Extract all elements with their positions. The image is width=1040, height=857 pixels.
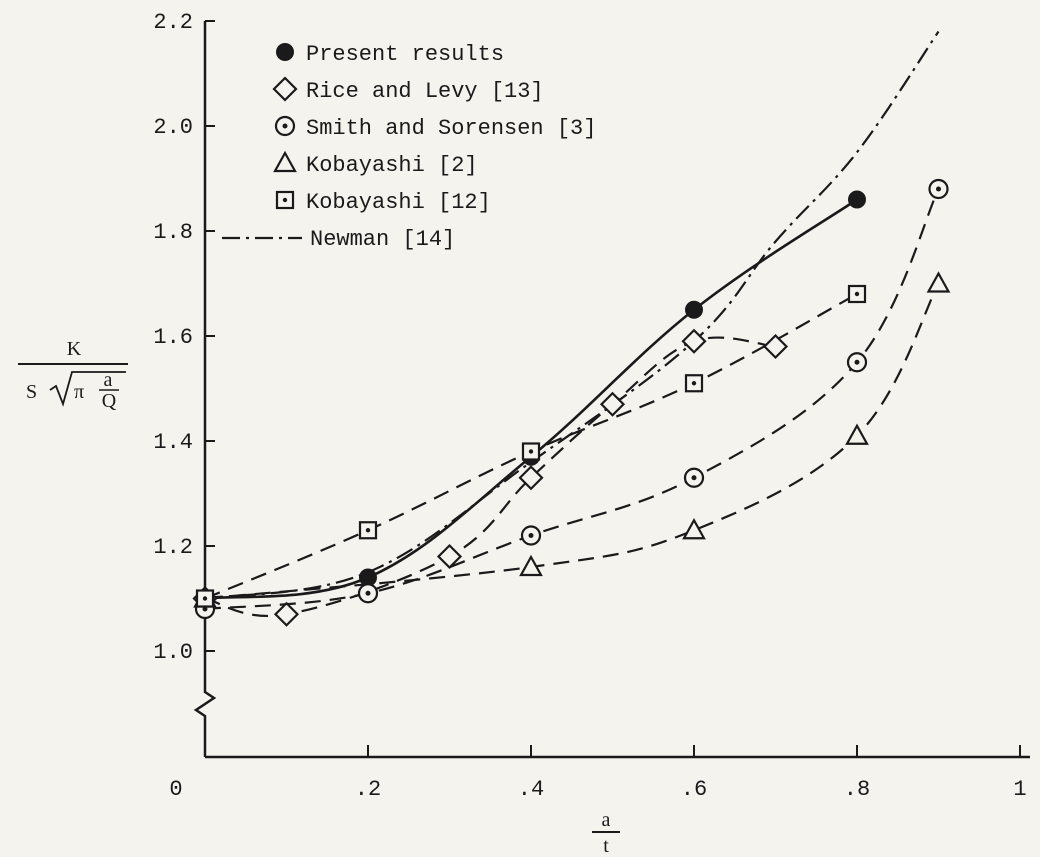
marker-dot	[691, 475, 697, 481]
axes: 1.0 1.2 1.4 1.6 1.8 2.0 2.2 0 .2 .4 .6 .8 1	[153, 10, 1030, 802]
legend-label: Smith and Sorensen [3]	[306, 116, 596, 141]
x-tick-label: .6	[681, 777, 707, 802]
data-point	[845, 423, 869, 445]
marker-dot	[365, 528, 371, 533]
data-point	[359, 568, 377, 587]
x-axis-label-denominator: t	[603, 835, 609, 857]
legend-label: Newman [14]	[310, 227, 455, 252]
legend: Present results Rice and Levy [13] Smith a…	[222, 42, 596, 252]
x-tick-label: 0	[169, 777, 182, 802]
y-tick-label: 1.0	[153, 640, 193, 665]
legend-marker	[272, 76, 298, 102]
series-line	[204, 282, 940, 600]
data-point	[518, 465, 544, 491]
y-axis	[193, 21, 217, 757]
legend-label: Kobayashi [12]	[306, 190, 491, 215]
y-tick-label: 1.8	[153, 220, 193, 245]
data-point	[685, 300, 703, 319]
markers	[192, 178, 951, 627]
legend-marker	[276, 43, 294, 61]
y-axis-label-pi: π	[74, 381, 84, 403]
data-point	[926, 271, 951, 293]
x-tick-label: .8	[844, 777, 870, 802]
marker-dot	[528, 533, 534, 538]
data-point	[847, 284, 867, 304]
data-point	[358, 521, 378, 540]
x-tick-label: .4	[518, 777, 544, 802]
marker-dot	[282, 123, 288, 129]
x-tick-label: 1	[1013, 777, 1026, 802]
data-point	[519, 554, 543, 577]
y-axis-label-radical	[49, 371, 126, 407]
marker-dot	[691, 381, 697, 386]
data-point	[273, 601, 300, 627]
data-point	[357, 583, 379, 604]
data-point	[683, 467, 705, 488]
y-axis-label-a: a	[104, 369, 113, 391]
marker-dot	[528, 449, 534, 454]
data-point	[682, 517, 706, 540]
marker-dot	[936, 186, 941, 192]
y-axis-label-q: Q	[102, 390, 117, 412]
data-point	[928, 178, 949, 200]
y-tick-label: 2.2	[153, 10, 193, 35]
data-point	[848, 190, 866, 209]
data-point	[684, 374, 704, 393]
y-axis-label-s: S	[26, 381, 37, 403]
legend-label: Kobayashi [2]	[306, 153, 478, 178]
x-tick-label: .2	[355, 777, 381, 802]
y-tick-label: 1.4	[153, 430, 193, 455]
legend-marker	[273, 150, 297, 173]
series-line	[204, 188, 940, 611]
data-point	[195, 589, 215, 608]
x-axis-label-numerator: a	[602, 809, 611, 831]
legend-label: Rice and Levy [13]	[306, 79, 544, 104]
data-point	[520, 525, 542, 546]
y-tick-label: 1.2	[153, 535, 193, 560]
marker-dot	[202, 596, 208, 601]
marker-dot	[202, 606, 208, 612]
y-tick-label: 2.0	[153, 115, 193, 140]
data-point	[521, 442, 541, 461]
data-point	[681, 328, 707, 354]
marker-dot	[365, 590, 371, 596]
legend-marker	[275, 190, 295, 210]
data-point	[846, 352, 868, 373]
marker-dot	[854, 359, 860, 365]
legend-marker	[274, 115, 296, 137]
y-tick-label: 1.6	[153, 325, 193, 350]
marker-dot	[854, 291, 860, 297]
y-axis-label-numerator: K	[67, 338, 82, 360]
data-point	[599, 391, 626, 417]
marker-dot	[282, 197, 288, 203]
legend-label: Present results	[306, 42, 504, 67]
data-point	[436, 543, 463, 570]
data-point	[762, 333, 789, 360]
